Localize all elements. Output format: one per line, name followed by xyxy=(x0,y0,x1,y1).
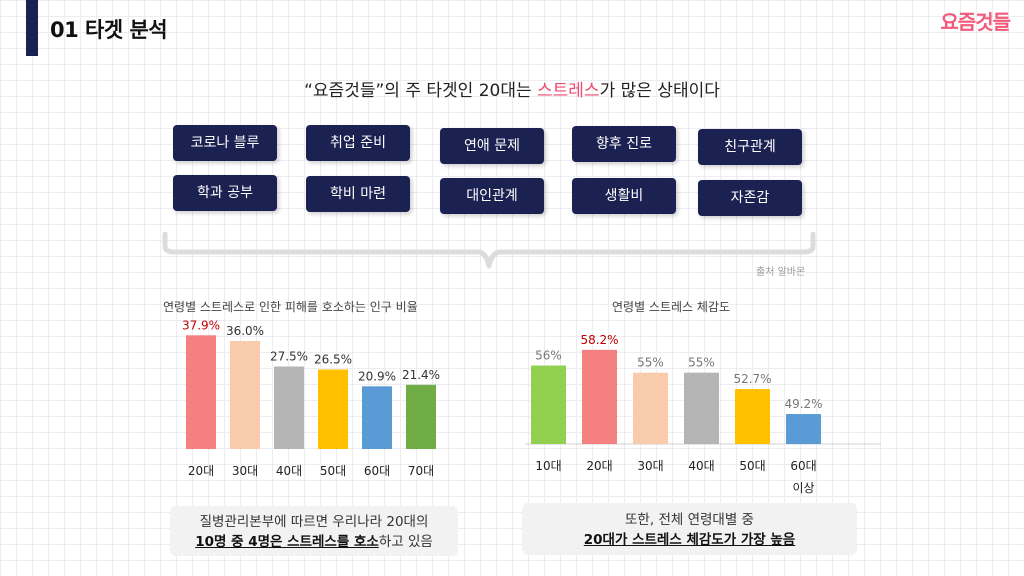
category-label: 10대 xyxy=(535,459,561,473)
bar xyxy=(406,384,436,449)
stress-tag: 코로나 블루 xyxy=(173,125,277,161)
title-accent-bar xyxy=(26,0,38,56)
headline-pre: “요즘것들”의 주 타겟인 20대는 xyxy=(304,81,538,101)
bar xyxy=(531,365,566,444)
category-label: 60대 xyxy=(364,464,390,478)
stress-tag: 향후 진로 xyxy=(572,126,676,162)
stress-tag: 대인관계 xyxy=(440,178,544,214)
data-label: 20.9% xyxy=(358,369,396,383)
headline-post: 가 많은 상태이다 xyxy=(599,81,720,101)
category-label: 20대 xyxy=(188,464,214,478)
left-bar-chart: 37.9% 20대 36.0% 30대 27.5% 40대 26.5% 50대 20.9% 60대… xyxy=(182,318,440,478)
bar xyxy=(582,349,617,444)
right-summary-line2: 20대가 스트레스 체감도가 가장 높음 xyxy=(522,530,857,550)
data-label: 52.7% xyxy=(733,372,771,386)
category-label: 50대 xyxy=(320,464,346,478)
left-summary-emphasis: 10명 중 4명은 스트레스를 호소 xyxy=(195,534,379,550)
left-summary-line2: 10명 중 4명은 스트레스를 호소하고 있음 xyxy=(170,532,458,552)
bar xyxy=(786,414,821,444)
data-label: 55% xyxy=(637,356,664,370)
data-label: 36.0% xyxy=(226,324,264,338)
bar xyxy=(230,341,260,449)
category-label: 40대 xyxy=(276,464,302,478)
left-summary-box: 질병관리본부에 따르면 우리나라 20대의 10명 중 4명은 스트레스를 호소… xyxy=(170,506,458,556)
category-label: 30대 xyxy=(232,464,258,478)
stress-tag: 생활비 xyxy=(572,178,676,214)
headline-highlight: 스트레스 xyxy=(537,81,600,101)
data-label: 55% xyxy=(688,356,715,370)
data-label: 37.9% xyxy=(182,318,220,332)
data-label: 21.4% xyxy=(402,368,440,382)
grouping-brace xyxy=(162,232,816,269)
data-label: 27.5% xyxy=(270,350,308,364)
category-label: 40대 xyxy=(688,459,714,473)
data-label: 58.2% xyxy=(580,333,618,347)
bar xyxy=(684,372,719,444)
bar xyxy=(186,335,216,449)
data-label: 49.2% xyxy=(784,397,822,411)
source-note: 출처 알바몬 xyxy=(756,267,806,278)
left-summary-line1: 질병관리본부에 따르면 우리나라 20대의 xyxy=(199,514,429,530)
category-label: 20대 xyxy=(586,459,612,473)
headline: “요즘것들”의 주 타겟인 20대는 스트레스가 많은 상태이다 xyxy=(0,76,1024,101)
data-label: 26.5% xyxy=(314,353,352,367)
stress-tag: 연애 문제 xyxy=(440,128,544,164)
stress-tag: 학과 공부 xyxy=(173,175,277,211)
stress-tag: 친구관계 xyxy=(698,129,802,165)
bar xyxy=(633,372,668,444)
bar xyxy=(735,389,770,444)
stress-tag: 학비 마련 xyxy=(306,176,410,212)
right-bar-chart: 56% 10대 58.2% 20대 55% 30대 55% 40대 52.7% 50대 49.2% 6… xyxy=(525,333,881,495)
category-label: 70대 xyxy=(408,464,434,478)
right-chart-title: 연령별 스트레스 체감도 xyxy=(612,300,731,314)
bar xyxy=(362,386,392,449)
category-label: 60대 xyxy=(790,459,816,473)
data-label: 56% xyxy=(535,349,562,363)
left-chart-title: 연령별 스트레스로 인한 피해를 호소하는 인구 비율 xyxy=(163,300,418,314)
category-label: 이상 xyxy=(792,481,814,495)
category-label: 30대 xyxy=(637,459,663,473)
brand-logo: 요즘것들 xyxy=(940,10,1011,34)
bar xyxy=(318,369,348,449)
stress-tag: 취업 준비 xyxy=(306,125,410,161)
right-summary-box: 또한, 전체 연령대별 중 20대가 스트레스 체감도가 가장 높음 xyxy=(522,503,857,555)
left-summary-rest: 하고 있음 xyxy=(378,534,433,550)
right-summary-emphasis: 20대가 스트레스 체감도가 가장 높음 xyxy=(583,532,796,548)
category-label: 50대 xyxy=(739,459,765,473)
page-title: 01 타겟 분석 xyxy=(50,18,168,42)
stress-tag: 자존감 xyxy=(698,180,802,216)
bar xyxy=(274,366,304,449)
right-summary-line1: 또한, 전체 연령대별 중 xyxy=(625,512,754,528)
